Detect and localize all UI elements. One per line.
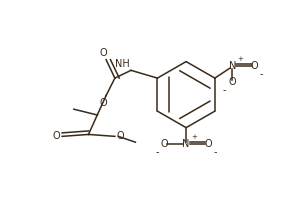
Text: O: O — [99, 98, 107, 108]
Text: +: + — [238, 56, 244, 62]
Text: O: O — [204, 139, 212, 149]
Text: O: O — [53, 131, 61, 141]
Text: -: - — [260, 69, 263, 79]
Text: O: O — [160, 139, 168, 149]
Text: -: - — [223, 85, 226, 96]
Text: NH: NH — [115, 59, 130, 69]
Text: O: O — [116, 131, 124, 141]
Text: -: - — [155, 147, 159, 157]
Text: N: N — [229, 61, 236, 72]
Text: O: O — [229, 77, 236, 87]
Text: -: - — [213, 147, 217, 157]
Text: O: O — [99, 48, 107, 58]
Text: +: + — [192, 134, 197, 140]
Text: N: N — [182, 139, 190, 149]
Text: O: O — [251, 61, 258, 72]
